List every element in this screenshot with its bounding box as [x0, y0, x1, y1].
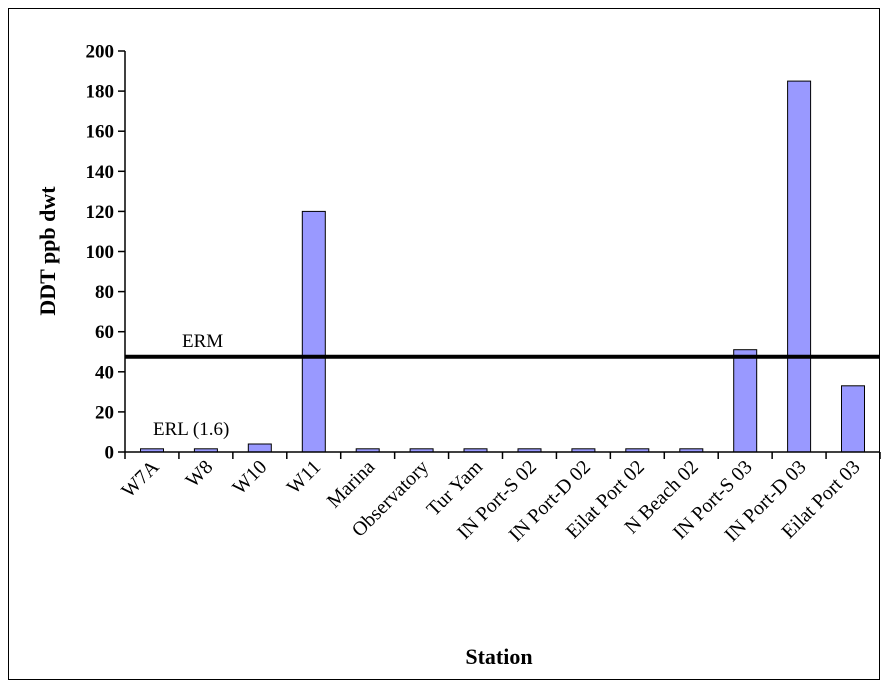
- y-tick-label: 80: [95, 282, 114, 303]
- y-tick-label: 60: [95, 322, 114, 343]
- bar-eilat-port-03: [841, 385, 865, 453]
- y-tick-label: 20: [95, 402, 114, 423]
- y-tick-label: 160: [86, 122, 115, 143]
- x-tick-label: W10: [228, 456, 271, 499]
- bar-w10: [247, 443, 272, 453]
- x-tick-label: W8: [181, 456, 217, 492]
- bar-w11: [301, 210, 326, 453]
- y-tick-label: 180: [86, 82, 115, 103]
- y-tick-label: 120: [86, 202, 115, 223]
- erl-label: ERL (1.6): [153, 419, 229, 440]
- erm-label: ERM: [182, 331, 223, 352]
- x-axis-title: Station: [465, 644, 532, 669]
- bar-in-port-s-03: [733, 349, 758, 453]
- y-tick-label: 40: [95, 362, 114, 383]
- bar-in-port-d-03: [787, 80, 812, 453]
- y-tick-label: 140: [86, 162, 115, 183]
- y-tick-label: 0: [105, 443, 115, 464]
- y-axis-title: DDT ppb dwt: [35, 186, 60, 316]
- chart-frame: [8, 8, 880, 680]
- bars-layer: [140, 80, 865, 453]
- y-tick-label: 100: [86, 242, 115, 263]
- y-tick-label: 200: [86, 42, 115, 63]
- x-tick-label: W11: [283, 456, 326, 499]
- x-tick-label: W7A: [117, 456, 164, 503]
